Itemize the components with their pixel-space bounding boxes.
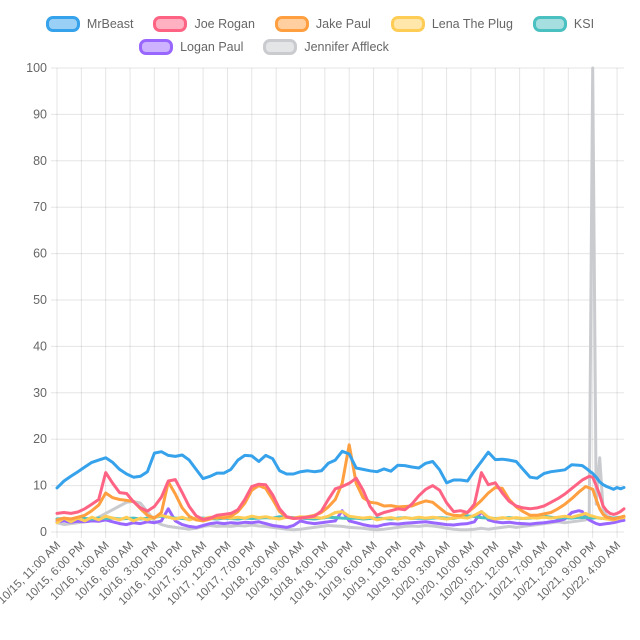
legend-swatch-joe-rogan-icon [153,16,188,32]
legend-swatch-jake-paul-icon [274,16,309,32]
y-tick-label: 60 [33,247,47,261]
y-tick-label: 30 [33,386,47,400]
legend-item-logan-paul[interactable]: Logan Paul [139,39,243,55]
y-tick-label: 20 [33,432,47,446]
series-line-jennifer-affleck [55,66,626,532]
y-tick-label: 0 [40,525,47,539]
y-tick-label: 90 [33,107,47,121]
legend-item-lena-the-plug[interactable]: Lena The Plug [390,16,513,32]
legend-item-mrbeast[interactable]: MrBeast [45,16,134,32]
legend-swatch-logan-paul-icon [139,39,174,55]
legend-swatch-lena-the-plug-icon [390,16,425,32]
legend-swatch-ksi-icon [532,16,567,32]
y-tick-label: 40 [33,339,47,353]
y-tick-label: 70 [33,200,47,214]
y-tick-label: 10 [33,479,47,493]
series-line-joe-rogan [55,471,626,521]
legend-row-2: Logan Paul Jennifer Affleck [139,39,389,55]
legend-item-jennifer-affleck[interactable]: Jennifer Affleck [263,39,389,55]
legend-item-jake-paul[interactable]: Jake Paul [274,16,371,32]
chart-legend: MrBeast Joe Rogan Jake Paul Lena The Plug KS… [0,16,640,55]
y-tick-label: 50 [33,293,47,307]
y-tick-label: 100 [26,61,47,75]
legend-label: Joe Rogan [194,17,255,31]
series-line-jake-paul [55,443,626,523]
legend-label: KSI [573,17,595,31]
legend-item-ksi[interactable]: KSI [532,16,595,32]
legend-swatch-jennifer-affleck-icon [263,39,298,55]
legend-label: MrBeast [86,17,134,31]
legend-swatch-mrbeast-icon [45,16,80,32]
legend-label: Lena The Plug [431,17,513,31]
legend-label: Jennifer Affleck [304,40,389,54]
legend-row-1: MrBeast Joe Rogan Jake Paul Lena The Plug KS… [45,16,595,32]
legend-label: Logan Paul [180,40,244,54]
legend-item-joe-rogan[interactable]: Joe Rogan [153,16,255,32]
legend-label: Jake Paul [315,17,371,31]
series-line-mrbeast [55,449,626,491]
y-tick-label: 80 [33,154,47,168]
